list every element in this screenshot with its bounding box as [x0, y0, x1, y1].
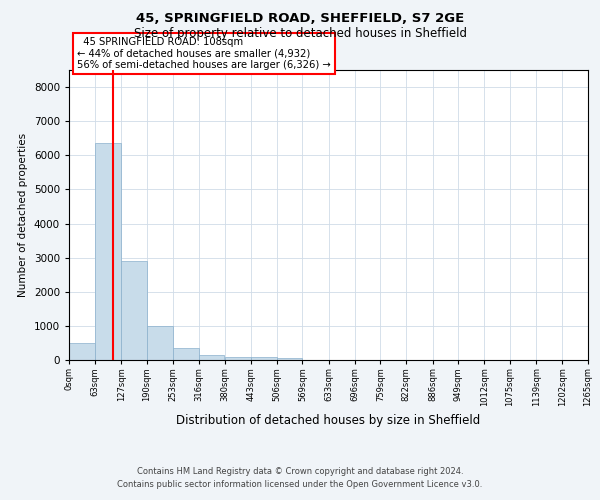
Text: Contains public sector information licensed under the Open Government Licence v3: Contains public sector information licen…	[118, 480, 482, 489]
Text: 45, SPRINGFIELD ROAD, SHEFFIELD, S7 2GE: 45, SPRINGFIELD ROAD, SHEFFIELD, S7 2GE	[136, 12, 464, 26]
Bar	[69, 343, 95, 360]
Text: Size of property relative to detached houses in Sheffield: Size of property relative to detached ho…	[133, 28, 467, 40]
Bar	[251, 358, 277, 360]
Y-axis label: Number of detached properties: Number of detached properties	[18, 133, 28, 297]
Text: 45 SPRINGFIELD ROAD: 108sqm  
← 44% of detached houses are smaller (4,932)
56% o: 45 SPRINGFIELD ROAD: 108sqm ← 44% of det…	[77, 37, 331, 70]
Text: Contains HM Land Registry data © Crown copyright and database right 2024.: Contains HM Land Registry data © Crown c…	[137, 467, 463, 476]
Bar	[121, 261, 147, 360]
Bar	[277, 358, 302, 360]
Bar	[147, 326, 173, 360]
Bar	[173, 348, 199, 360]
Bar	[95, 144, 121, 360]
Bar	[225, 356, 251, 360]
X-axis label: Distribution of detached houses by size in Sheffield: Distribution of detached houses by size …	[176, 414, 481, 428]
Bar	[199, 355, 224, 360]
